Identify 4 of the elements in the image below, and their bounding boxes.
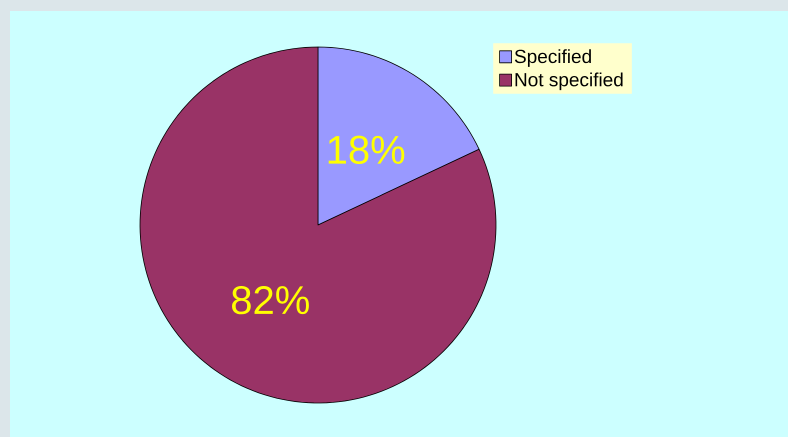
data-label: 18% (328, 136, 404, 164)
legend-label: Specified (514, 49, 591, 67)
legend-label: Not specified (516, 72, 623, 90)
data-label: 82% (232, 286, 309, 314)
